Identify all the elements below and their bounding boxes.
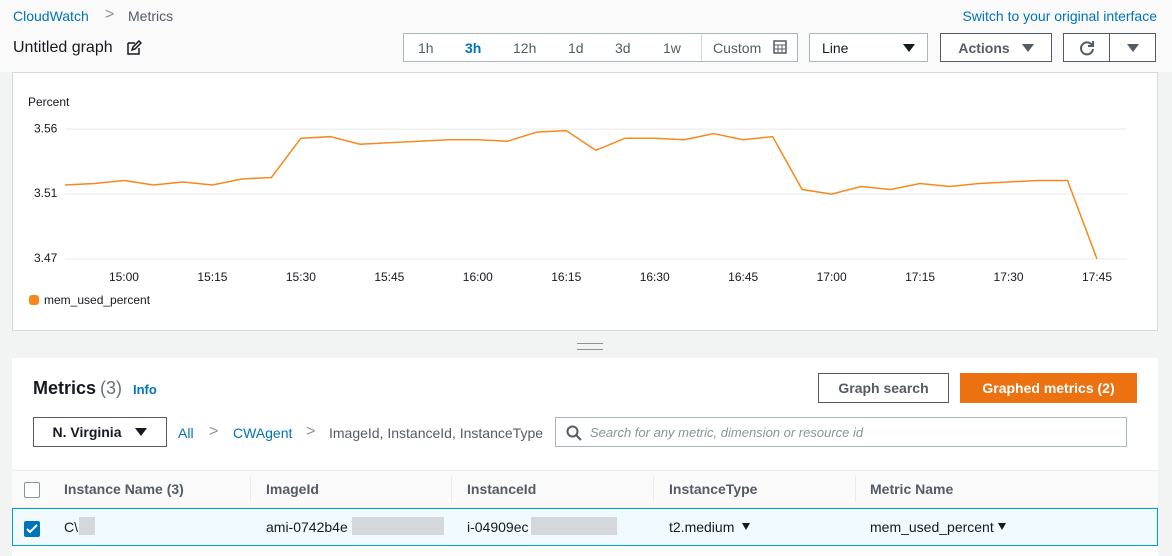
button-label: Graphed metrics (2) <box>982 380 1115 396</box>
actions-button[interactable]: Actions <box>940 33 1052 62</box>
cell: mem_used_percent <box>870 519 994 535</box>
x-tick-label: 17:30 <box>994 270 1024 284</box>
time-range[interactable]: 12h <box>513 40 537 56</box>
x-tick-label: 17:15 <box>905 270 935 284</box>
divider <box>701 34 702 61</box>
x-tick-label: 16:15 <box>551 270 581 284</box>
refresh-icon <box>1079 40 1094 55</box>
calendar-icon[interactable] <box>773 40 787 54</box>
breadcrumb-current: Metrics <box>128 8 174 24</box>
cell: i-04909ec <box>467 519 529 535</box>
column-header[interactable]: InstanceId <box>467 481 537 497</box>
actions-label: Actions <box>958 39 1010 56</box>
refresh-dropdown[interactable] <box>1109 33 1156 62</box>
column-header[interactable]: ImageId <box>266 481 319 497</box>
dropdown-icon <box>1021 43 1034 52</box>
time-range[interactable]: 3d <box>615 40 631 56</box>
y-tick-label: 3.51 <box>34 186 58 200</box>
chart: Percent 3.47 3.51 3.56 15:00 15:15 15:30 15:45… <box>28 95 1127 307</box>
graphed-metrics-button[interactable]: Graphed metrics (2) <box>960 373 1137 403</box>
column-header[interactable]: InstanceType <box>669 481 758 497</box>
redacted <box>352 517 444 535</box>
column-header[interactable]: Metric Name <box>870 481 954 497</box>
resize-handle[interactable] <box>577 343 603 350</box>
dropdown-icon <box>1126 43 1139 52</box>
separator: > <box>306 423 316 440</box>
y-tick-label: 3.56 <box>34 121 58 135</box>
cell: t2.medium <box>669 519 735 535</box>
dropdown-icon <box>135 428 148 436</box>
graph-title: Untitled graph <box>13 39 113 56</box>
time-range[interactable]: 1d <box>568 40 584 56</box>
legend-label: mem_used_percent <box>44 293 151 307</box>
path-link[interactable]: CWAgent <box>233 425 293 441</box>
cell: C\ <box>64 519 78 535</box>
col-divider <box>250 476 251 502</box>
view-select-label: Line <box>822 39 849 56</box>
column-header[interactable]: Instance Name (3) <box>64 481 184 497</box>
redacted <box>531 517 617 535</box>
refresh-button[interactable] <box>1063 33 1110 62</box>
table-header <box>12 470 1158 508</box>
graph-search-button[interactable]: Graph search <box>818 373 949 403</box>
x-tick-label: 16:00 <box>463 270 493 284</box>
chart-panel <box>12 72 1158 331</box>
switch-link[interactable]: Switch to your original interface <box>962 8 1157 24</box>
region-select[interactable]: N. Virginia <box>33 417 167 447</box>
row-checkbox[interactable] <box>24 521 40 537</box>
x-tick-label: 15:00 <box>109 270 139 284</box>
col-divider <box>451 476 452 502</box>
dropdown-icon[interactable] <box>998 523 1006 530</box>
panel-title: Metrics <box>33 378 97 398</box>
redacted <box>79 517 95 535</box>
x-tick-label: 15:15 <box>197 270 227 284</box>
button-label: Graph search <box>838 380 929 396</box>
x-tick-label: 16:45 <box>728 270 758 284</box>
cell: ami-0742b4e <box>266 519 348 535</box>
legend-swatch <box>29 295 39 305</box>
y-tick-label: 3.47 <box>34 251 58 265</box>
separator: > <box>105 6 115 23</box>
edit-icon[interactable] <box>126 40 142 56</box>
view-select[interactable]: Line <box>809 33 928 62</box>
series-line <box>64 129 1098 260</box>
x-tick-label: 17:00 <box>817 270 847 284</box>
path-current: ImageId, InstanceId, InstanceType <box>329 425 544 441</box>
search-placeholder: Search for any metric, dimension or reso… <box>590 425 864 440</box>
time-range[interactable]: Custom <box>713 40 762 56</box>
region-label: N. Virginia <box>52 424 122 440</box>
x-tick-label: 16:30 <box>640 270 670 284</box>
search-icon <box>566 425 582 441</box>
dropdown-icon <box>903 43 915 52</box>
panel-count: (3) <box>100 378 122 398</box>
dropdown-icon[interactable] <box>742 523 750 530</box>
select-all-checkbox[interactable] <box>24 482 40 498</box>
col-divider <box>855 476 856 502</box>
check-icon <box>26 524 38 534</box>
col-divider <box>653 476 654 502</box>
time-range-group <box>403 33 798 62</box>
time-range[interactable]: 1h <box>418 40 434 56</box>
x-tick-label: 15:30 <box>286 270 316 284</box>
path-link[interactable]: All <box>178 425 194 441</box>
info-link[interactable]: Info <box>133 382 157 397</box>
breadcrumb-link[interactable]: CloudWatch <box>13 8 89 24</box>
time-range[interactable]: 1w <box>663 40 681 56</box>
x-tick-label: 15:45 <box>374 270 404 284</box>
y-axis-label: Percent <box>28 95 70 109</box>
separator: > <box>209 423 219 440</box>
search-input[interactable] <box>555 417 1127 447</box>
x-tick-label: 17:45 <box>1082 270 1112 284</box>
time-range-selected[interactable]: 3h <box>465 40 482 56</box>
